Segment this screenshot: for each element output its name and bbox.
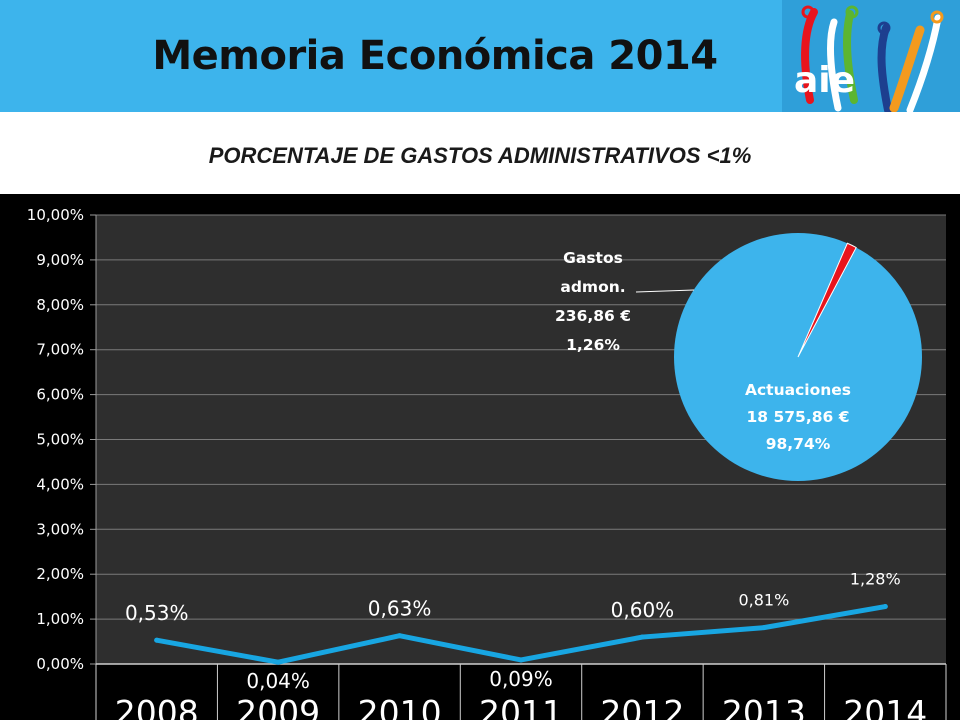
y-tick-label: 3,00% [36, 520, 84, 538]
chart-subtitle: PORCENTAJE DE GASTOS ADMINISTRATIVOS <1% [208, 143, 752, 168]
data-point [882, 604, 888, 610]
pie-label-gastos: 1,26% [566, 336, 620, 354]
pie-leader-line [635, 289, 695, 293]
pie-chart: Gastos admon. 236,86 € 1,26% Actuaciones 18 5… [555, 233, 922, 481]
pie-label-actuaciones: 98,74% [766, 435, 831, 453]
pie-label-actuaciones: 18 575,86 € [747, 408, 850, 426]
data-label: 0,63% [368, 597, 432, 621]
pie-label-gastos: 236,86 € [555, 307, 631, 325]
y-tick-label: 6,00% [36, 386, 84, 404]
pie-label-gastos: Gastos [563, 249, 623, 267]
pie-label-actuaciones: Actuaciones [745, 381, 851, 399]
y-tick-label: 1,00% [36, 610, 84, 628]
data-point [275, 659, 281, 665]
x-tick-label: 2012 [600, 693, 684, 720]
y-tick-label: 9,00% [36, 251, 84, 269]
aie-logo-graphic: aie [794, 5, 944, 112]
y-tick-label: 10,00% [27, 206, 84, 224]
x-tick-label: 2008 [115, 693, 199, 720]
logo-text: aie [794, 60, 855, 101]
data-label: 0,53% [125, 601, 189, 625]
data-point [761, 625, 767, 631]
x-tick-label: 2013 [722, 693, 806, 720]
data-label: 0,09% [489, 667, 553, 691]
y-tick-label: 5,00% [36, 431, 84, 449]
aie-logo: aie [782, 0, 960, 112]
line-series [154, 604, 888, 665]
data-label: 0,81% [738, 591, 789, 610]
y-tick-label: 0,00% [36, 655, 84, 673]
header-bar: Memoria Económica 2014 aie [0, 0, 960, 112]
page-title: Memoria Económica 2014 [152, 33, 718, 79]
pie-slice-gastos-admon [797, 242, 857, 358]
y-axis-ticks: 0,00% 1,00% 2,00% 3,00% 4,00% 5,00% 6,00% 7,00%… [27, 206, 84, 673]
data-point [639, 634, 645, 640]
data-label: 1,28% [850, 570, 901, 589]
data-label: 0,60% [611, 598, 675, 622]
x-tick-label: 2011 [479, 693, 563, 720]
x-tick-label: 2010 [358, 693, 442, 720]
y-tick-label: 4,00% [36, 475, 84, 493]
x-axis: 2008 2009 2010 2011 2012 2013 2014 [95, 663, 947, 720]
data-labels: 0,53% 0,04% 0,63% 0,09% 0,60% 0,81% 1,28% [125, 570, 901, 694]
x-tick-label: 2014 [843, 693, 927, 720]
x-tick-label: 2009 [236, 693, 320, 720]
data-point [397, 633, 403, 639]
data-point [518, 657, 524, 663]
y-tick-label: 7,00% [36, 341, 84, 359]
subtitle-band: PORCENTAJE DE GASTOS ADMINISTRATIVOS <1% [0, 112, 960, 194]
pie-label-gastos: admon. [560, 278, 625, 296]
data-point [154, 637, 160, 643]
expenses-chart: 0,00% 1,00% 2,00% 3,00% 4,00% 5,00% 6,00% 7,00%… [27, 206, 947, 720]
y-tick-label: 8,00% [36, 296, 84, 314]
y-tick-label: 2,00% [36, 565, 84, 583]
data-label: 0,04% [246, 669, 310, 693]
